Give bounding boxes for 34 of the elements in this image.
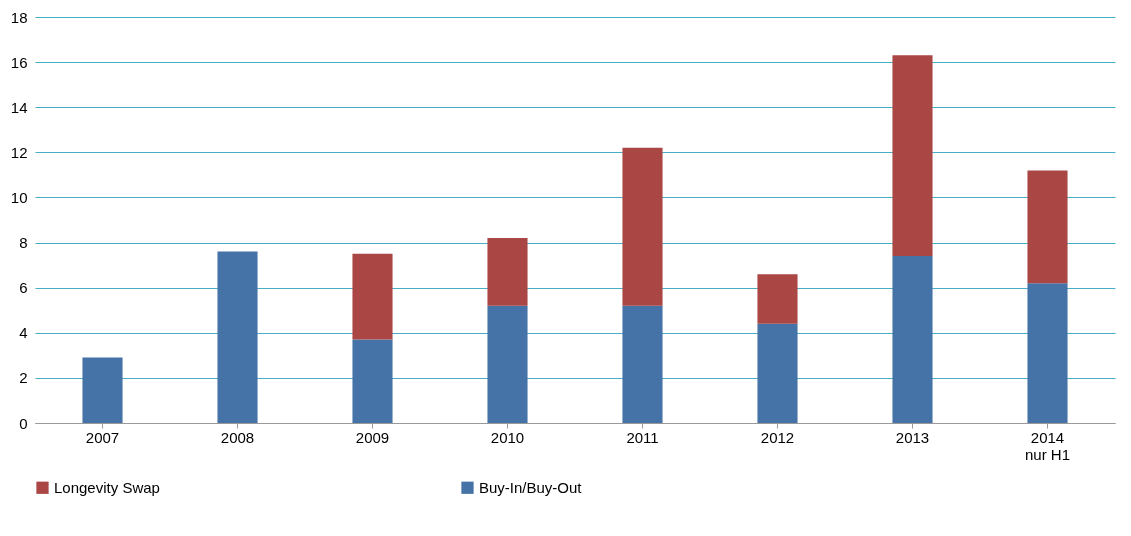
bar (487, 238, 528, 306)
x-tick-label: 2011 (626, 428, 659, 446)
y-tick-label: 10 (10, 188, 28, 206)
bar (622, 147, 663, 306)
y-tick-label: 18 (10, 8, 28, 26)
bar (757, 323, 798, 423)
bar (487, 305, 528, 423)
bar (1027, 283, 1068, 423)
y-tick-label: 0 (19, 414, 28, 432)
y-tick-label: 8 (19, 234, 28, 252)
bar (757, 274, 798, 324)
bar (82, 357, 123, 423)
x-tick-label: 2012 (760, 428, 795, 446)
y-tick-label: 4 (19, 324, 28, 342)
x-tick-label: 2014 nur H1 (1024, 428, 1071, 463)
y-tick-label: 12 (10, 143, 28, 161)
y-tick-label: 16 (10, 53, 28, 71)
bar (352, 339, 393, 423)
bar (892, 256, 933, 423)
legend-label: Longevity Swap (54, 478, 160, 496)
y-tick-label: 6 (19, 279, 28, 297)
x-tick-label: 2010 (490, 428, 525, 446)
bar (217, 251, 258, 423)
legend-label: Buy-In/Buy-Out (479, 478, 583, 496)
bar (892, 55, 933, 257)
x-tick-label: 2008 (220, 428, 255, 446)
bar (622, 305, 663, 423)
x-tick-label: 2007 (85, 428, 120, 446)
x-tick-label: 2013 (895, 428, 930, 446)
y-tick-label: 2 (19, 369, 28, 387)
x-tick-label: 2009 (355, 428, 390, 446)
bar (1027, 170, 1068, 284)
bar (352, 253, 393, 340)
y-tick-label: 14 (10, 98, 28, 116)
